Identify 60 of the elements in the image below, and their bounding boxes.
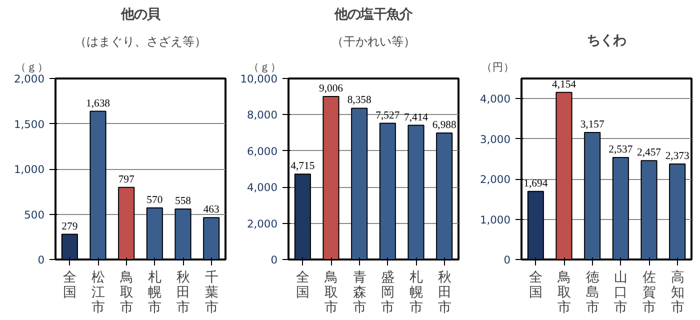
x-tick-label: 札幌市 (148, 270, 162, 316)
data-label: 1,694 (524, 178, 548, 190)
data-label: 4,715 (290, 161, 315, 172)
data-label: 1,638 (86, 98, 110, 110)
y-tick-label: 1,000 (14, 163, 45, 176)
y-tick-label: 2,000 (246, 217, 278, 230)
data-label: 6,988 (432, 120, 456, 132)
y-tick-label: 500 (24, 208, 45, 222)
data-label: 570 (146, 194, 163, 206)
x-tick-label: 札幌市 (410, 270, 422, 316)
x-tick-label: 全国 (529, 270, 542, 300)
y-tick-label: 2,000 (14, 72, 45, 86)
data-label: 463 (203, 204, 220, 216)
x-tick-label: 青森市 (352, 270, 366, 316)
chart-title: ちくわ (587, 34, 626, 48)
x-tick-label: 鳥取市 (118, 270, 133, 316)
x-tick-label: 山口市 (614, 270, 628, 316)
data-label: 558 (175, 196, 191, 207)
data-label: 797 (118, 174, 135, 186)
x-tick-label: 千葉市 (204, 270, 218, 316)
x-tick-label: 鳥取市 (556, 270, 570, 316)
data-label: 4,154 (552, 79, 577, 90)
y-tick-label: 6,000 (246, 144, 278, 158)
y-tick-label: 8,000 (246, 108, 278, 122)
x-tick-label: 佐賀市 (642, 270, 656, 316)
x-tick-label: 全国 (63, 270, 76, 300)
data-label: 2,373 (665, 151, 690, 162)
x-tick-label: 秋田市 (176, 270, 190, 316)
chart-subtitle: （はまぐり、さざえ等） (74, 34, 206, 48)
y-tick-label: 1,000 (480, 213, 511, 226)
y-axis-title: （ｇ） (248, 60, 282, 74)
y-tick-label: 3,000 (480, 132, 511, 146)
y-tick-label: 0 (38, 254, 45, 266)
y-axis-title: （ｇ） (16, 60, 48, 74)
chart-title: 他の塩干魚介 (334, 8, 414, 22)
x-tick-label: 高知市 (670, 270, 684, 316)
y-axis-title: （円） (482, 60, 514, 74)
data-label: 7,414 (404, 112, 429, 124)
data-label: 279 (62, 221, 78, 232)
y-tick-label: 4,000 (480, 92, 511, 106)
data-label: 3,157 (580, 120, 605, 131)
y-tick-label: 2,000 (480, 173, 511, 186)
data-label: 2,457 (637, 148, 662, 159)
data-label: 7,527 (376, 110, 400, 122)
y-tick-label: 4,000 (246, 181, 278, 194)
chart-title: 他の貝 (120, 8, 161, 22)
data-label: 8,358 (347, 95, 372, 106)
data-label: 2,537 (608, 144, 634, 156)
data-label: 9,006 (319, 83, 344, 94)
x-tick-label: 徳島市 (586, 270, 599, 316)
y-tick-label: 1,500 (14, 118, 45, 131)
y-tick-label: 0 (504, 254, 511, 266)
x-tick-label: 全国 (296, 270, 310, 300)
y-tick-label: 0 (270, 254, 278, 266)
y-tick-label: 10,000 (240, 72, 278, 86)
x-tick-label: 秋田市 (438, 270, 451, 316)
chart-subtitle: （干かれい等） (332, 34, 416, 48)
x-tick-label: 鳥取市 (324, 270, 338, 316)
x-tick-label: 松江市 (92, 270, 104, 316)
x-tick-label: 盛岡市 (381, 270, 394, 316)
